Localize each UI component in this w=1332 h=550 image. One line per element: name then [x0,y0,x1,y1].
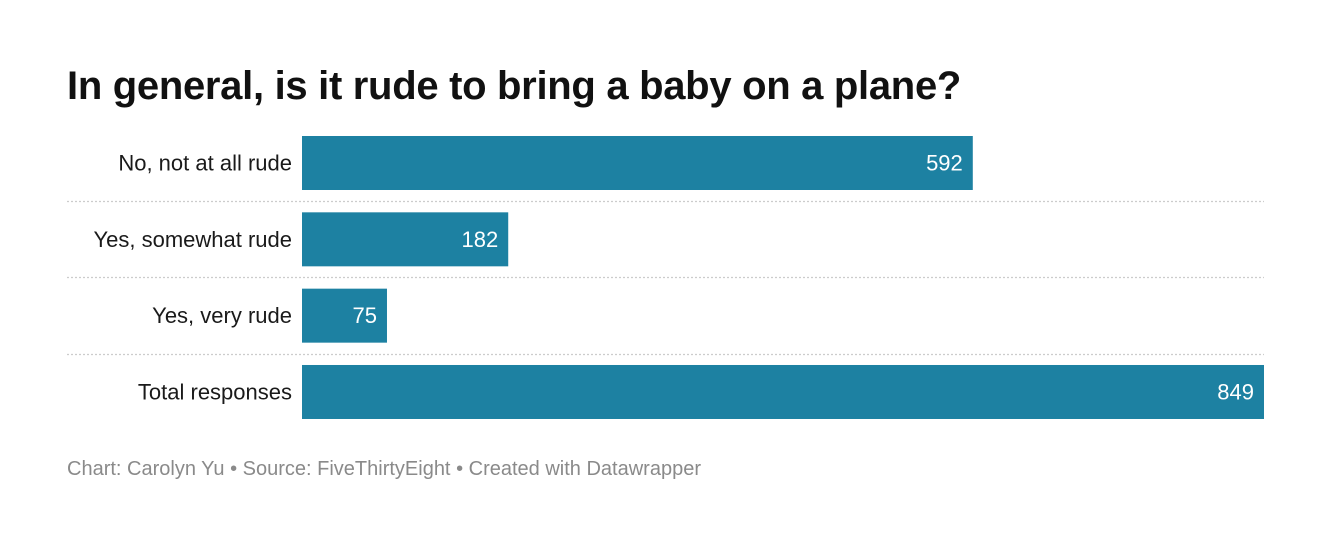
bar-value-label: 849 [1217,379,1254,404]
chart-footer: Chart: Carolyn Yu • Source: FiveThirtyEi… [67,458,701,481]
chart-tool-credit: Created with Datawrapper [468,458,701,480]
footer-separator: • [230,458,238,480]
chart-source: Source: FiveThirtyEight [242,458,451,480]
category-label: No, not at all rude [118,151,292,176]
bar [302,136,973,190]
chart-title: In general, is it rude to bring a baby o… [67,64,962,108]
footer-separator: • [456,458,464,480]
chart-rows: No, not at all rude 592 Yes, somewhat rude… [67,136,1264,419]
chart-credit: Chart: Carolyn Yu [67,458,225,480]
bar-value-label: 592 [926,151,963,176]
bar [302,212,509,267]
category-label: Yes, very rude [152,303,292,328]
category-label: Yes, somewhat rude [93,227,292,252]
bar [302,364,1264,419]
bar-value-label: 75 [352,303,376,328]
bar [302,288,387,343]
bar-value-label: 182 [462,227,499,252]
category-label: Total responses [138,379,292,404]
